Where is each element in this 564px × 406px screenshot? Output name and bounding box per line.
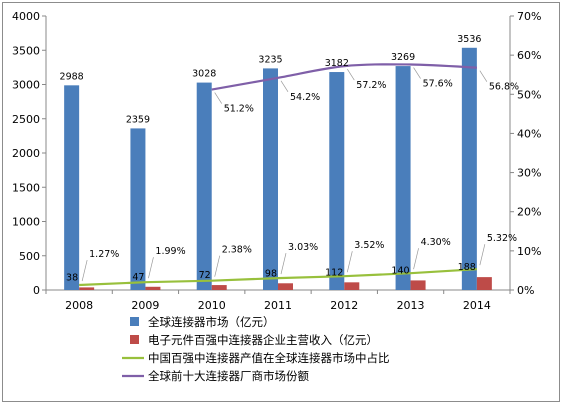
bar xyxy=(79,287,95,290)
leader-line xyxy=(413,67,421,79)
bar xyxy=(395,66,411,290)
bar-value-label: 140 xyxy=(391,265,409,276)
bars-layer xyxy=(64,47,492,291)
lines-layer xyxy=(79,63,477,287)
y2-tick-label: 20% xyxy=(517,206,541,219)
bar xyxy=(263,68,278,290)
y2-tick-label: 10% xyxy=(517,245,541,258)
bar xyxy=(410,280,426,290)
leader-line xyxy=(346,68,355,81)
bar xyxy=(196,82,212,290)
legend-swatch xyxy=(130,317,139,326)
bar-value-label: 3269 xyxy=(391,52,415,63)
series-line xyxy=(79,268,477,287)
line-value-label: 3.03% xyxy=(288,242,318,253)
leader-line xyxy=(479,244,486,266)
leader-line xyxy=(346,251,353,273)
legend-entry: 全球前十大连接器厂商市场份额 xyxy=(148,369,309,383)
x-tick-label: 2010 xyxy=(198,299,226,312)
legend-entry: 全球连接器市场（亿元） xyxy=(148,315,275,329)
y2-tick-label: 0% xyxy=(517,284,534,297)
legend-entry: 中国百强中连接器产值在全球连接器市场中占比 xyxy=(148,351,390,365)
bar xyxy=(130,128,146,290)
bar-value-label: 3028 xyxy=(192,69,216,80)
x-tick-label: 2012 xyxy=(330,299,358,312)
y-tick-label: 4000 xyxy=(12,10,40,23)
leader-line xyxy=(280,80,289,93)
leader-line xyxy=(81,259,88,282)
bar xyxy=(278,283,293,290)
y-tick-label: 2000 xyxy=(12,147,40,160)
series-line xyxy=(211,63,477,91)
x-tick-label: 2014 xyxy=(463,299,491,312)
leader-line xyxy=(214,92,223,104)
bar xyxy=(461,47,477,291)
y2-tick-label: 40% xyxy=(517,127,541,140)
axes-layer: 0 500 1000 1500 2000 2500 3000 3500 4000 0% 10% 20%… xyxy=(12,10,541,312)
y-tick-label: 1000 xyxy=(12,216,40,229)
leader-line xyxy=(479,70,488,82)
y2-tick-label: 30% xyxy=(517,167,541,180)
legend-entry: 电子元件百强中连接器企业主营收入（亿元） xyxy=(148,333,378,347)
bar xyxy=(64,85,80,291)
line-value-label: 51.2% xyxy=(224,104,254,115)
line-value-label: 1.27% xyxy=(89,249,119,260)
leader-line xyxy=(413,248,419,270)
legend-swatch xyxy=(130,335,139,344)
leader-line xyxy=(280,253,287,275)
bar-value-label: 112 xyxy=(325,267,343,278)
x-tick-label: 2013 xyxy=(397,299,425,312)
y-tick-label: 500 xyxy=(19,250,40,263)
x-tick-label: 2011 xyxy=(264,299,292,312)
line-value-label: 4.30% xyxy=(421,237,451,248)
bar-value-label: 98 xyxy=(265,268,277,279)
y-tick-label: 2500 xyxy=(12,113,40,126)
line-value-label: 3.52% xyxy=(354,240,384,251)
data-labels-layer: 2988 2359 3028 3235 3182 3269 3536 38 47 72 98 112 1… xyxy=(60,34,519,284)
bar-value-label: 3235 xyxy=(258,54,282,65)
leader-line xyxy=(148,257,154,279)
bar-value-label: 38 xyxy=(66,272,78,283)
line-value-label: 57.2% xyxy=(356,80,386,91)
bar xyxy=(476,277,492,290)
leader-line xyxy=(214,255,221,277)
bar xyxy=(329,72,345,291)
bar-value-label: 72 xyxy=(199,270,211,281)
y-tick-label: 0 xyxy=(33,284,40,297)
legend: 全球连接器市场（亿元） 电子元件百强中连接器企业主营收入（亿元） 中国百强中连接器产… xyxy=(122,315,390,383)
y-tick-label: 1500 xyxy=(12,181,40,194)
x-tick-label: 2008 xyxy=(65,299,93,312)
bar-value-label: 3536 xyxy=(457,34,481,45)
line-value-label: 2.38% xyxy=(222,245,252,256)
y2-tick-label: 70% xyxy=(517,10,541,23)
line-value-label: 57.6% xyxy=(423,79,453,90)
y2-tick-label: 60% xyxy=(517,49,541,62)
bar-value-label: 188 xyxy=(458,262,476,273)
line-value-label: 5.32% xyxy=(487,233,517,244)
bar-value-label: 3182 xyxy=(325,58,349,69)
line-value-label: 1.99% xyxy=(155,246,185,257)
y2-tick-label: 50% xyxy=(517,88,541,101)
bar-value-label: 2988 xyxy=(60,71,84,82)
y-tick-label: 3000 xyxy=(12,79,40,92)
bar xyxy=(145,286,161,290)
line-value-label: 56.8% xyxy=(489,82,519,93)
bar xyxy=(211,285,227,290)
bar-value-label: 2359 xyxy=(126,114,150,125)
line-value-label: 54.2% xyxy=(290,92,320,103)
y-tick-label: 3500 xyxy=(12,44,40,57)
bar xyxy=(344,282,360,290)
bar-value-label: 47 xyxy=(132,272,144,283)
x-tick-label: 2009 xyxy=(131,299,159,312)
